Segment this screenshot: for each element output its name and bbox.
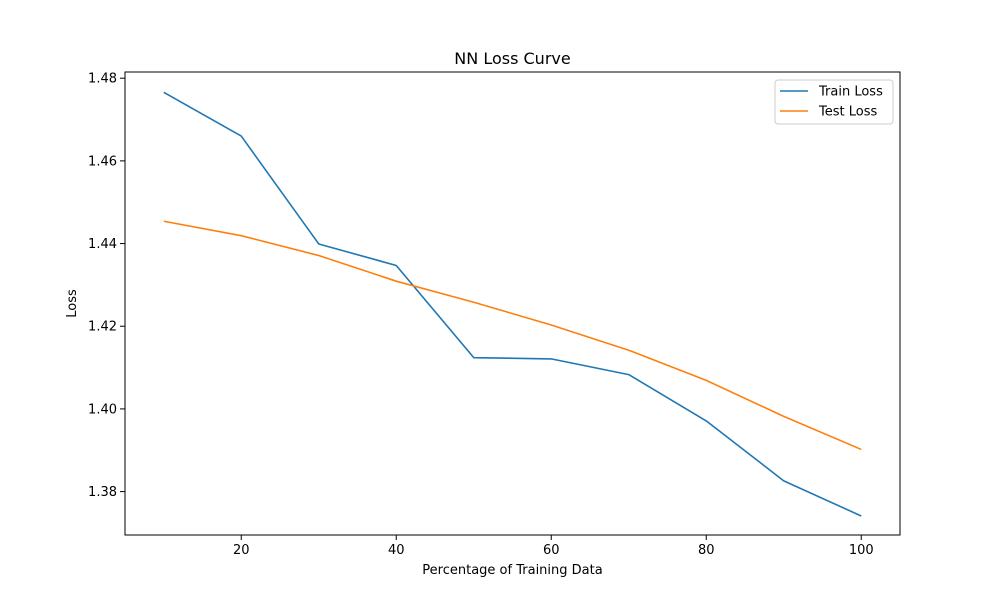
legend: Train Loss Test Loss [774, 79, 894, 125]
y-tick-label: 1.44 [88, 237, 117, 252]
series-layer [163, 91, 862, 517]
series-line-train-loss [163, 91, 862, 517]
y-axis-ticks: 1.38 1.40 1.42 1.44 1.46 1.48 [88, 72, 125, 500]
x-tick-label: 20 [233, 543, 250, 558]
plot-frame [124, 71, 901, 536]
y-tick-label: 1.46 [88, 154, 117, 169]
y-tick-label: 1.40 [88, 402, 117, 417]
series-line-test-loss [163, 220, 862, 451]
chart-title: NN Loss Curve [454, 49, 570, 68]
legend-label: Train Loss [818, 85, 883, 100]
y-tick-label: 1.38 [88, 485, 117, 500]
x-tick-label: 60 [543, 543, 560, 558]
x-tick-label: 100 [849, 543, 874, 558]
x-axis-ticks: 20 40 60 80 100 [233, 535, 874, 558]
y-tick-label: 1.48 [88, 72, 117, 87]
y-tick-label: 1.42 [88, 320, 117, 335]
y-axis-label: Loss [65, 289, 80, 318]
x-tick-label: 80 [698, 543, 715, 558]
x-axis-label: Percentage of Training Data [422, 563, 602, 578]
x-tick-label: 40 [388, 543, 405, 558]
legend-label: Test Loss [818, 105, 877, 120]
